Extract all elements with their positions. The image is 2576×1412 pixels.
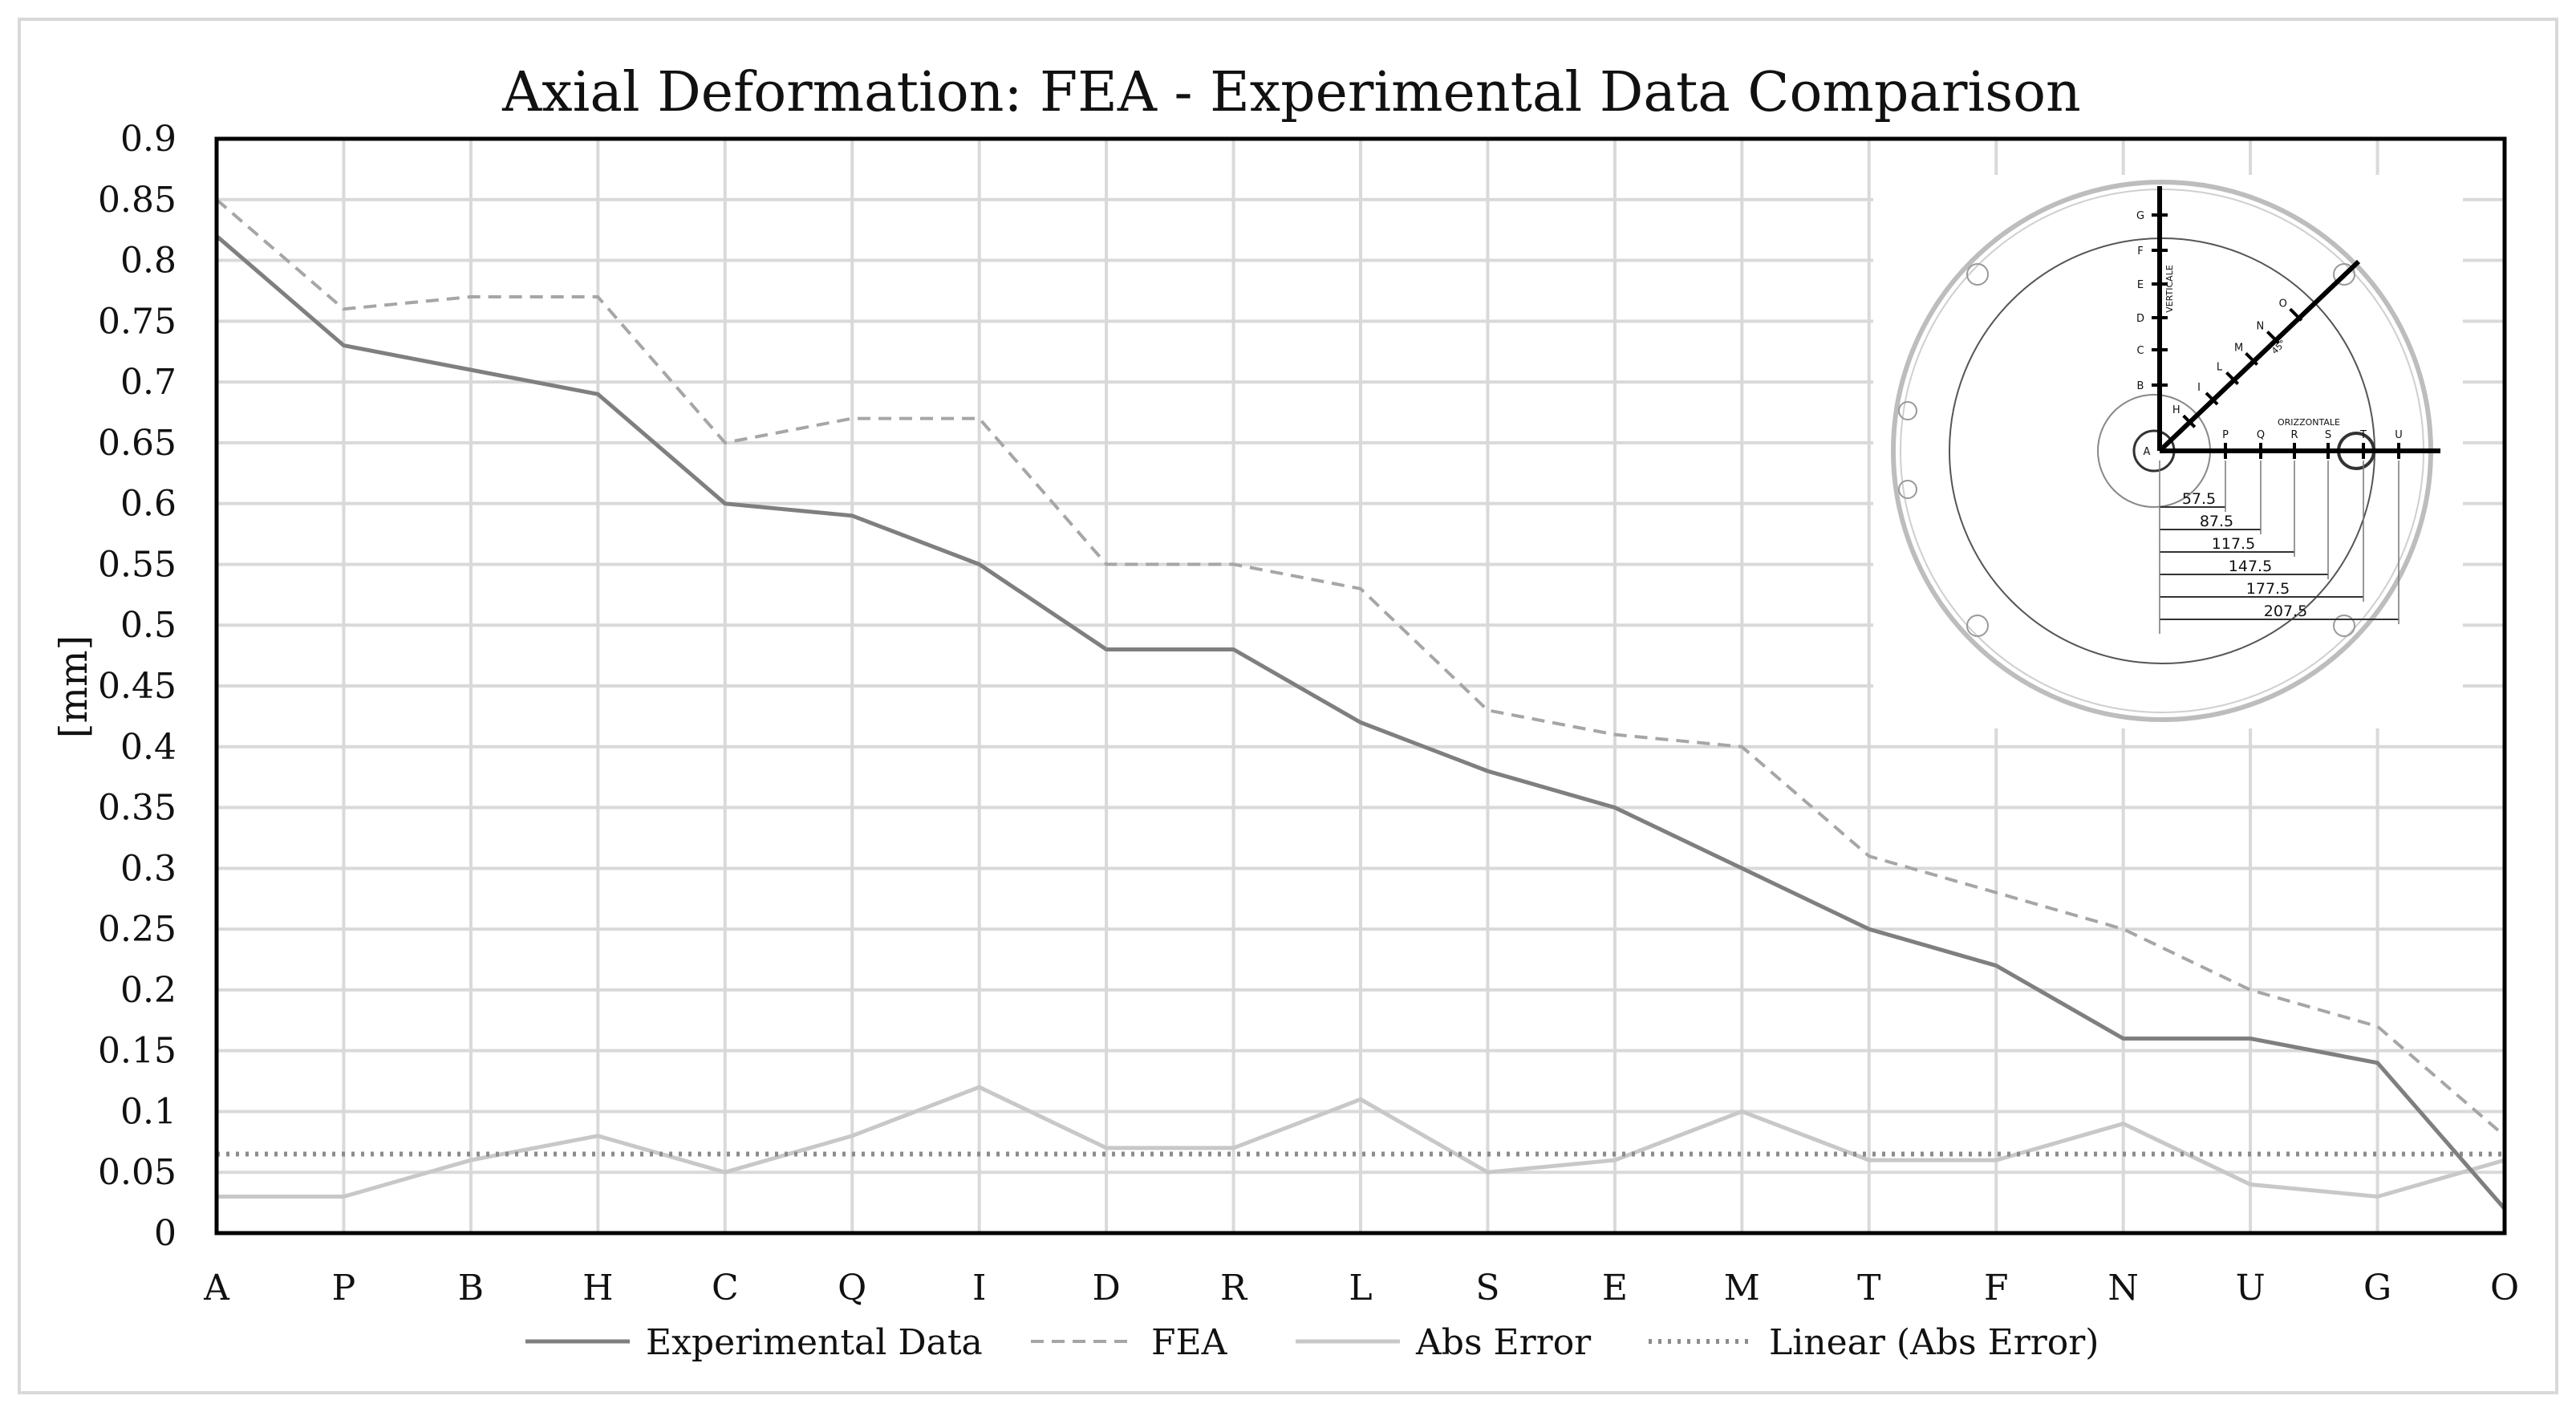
x-tick-label: Q — [838, 1268, 866, 1309]
y-tick-label: 0.1 — [120, 1091, 176, 1132]
legend: Experimental Data FEA Abs Error Linear (Abs… — [525, 1322, 2099, 1363]
chart-title: Axial Deformation: FEA - Experimental Da… — [501, 61, 2081, 124]
inset-point-label: M — [2234, 342, 2243, 354]
inset-point-label: D — [2136, 313, 2144, 325]
x-tick-label: M — [1724, 1268, 1760, 1309]
y-tick-label: 0.9 — [120, 119, 176, 160]
y-axis-label: [mm] — [51, 635, 96, 738]
inset-bolt-hole — [2333, 615, 2355, 637]
x-tick-label: F — [1984, 1268, 2009, 1309]
y-tick-label: 0.7 — [120, 362, 176, 403]
x-tick-label: D — [1092, 1268, 1120, 1309]
x-tick-label: C — [712, 1268, 739, 1309]
inset-tick — [2182, 414, 2197, 428]
inset-bolt-hole — [1898, 401, 1917, 420]
y-tick-label: 0.6 — [120, 484, 176, 525]
inset-tick — [2289, 307, 2303, 322]
inset-tick — [2225, 371, 2239, 385]
y-tick-label: 0.8 — [120, 241, 176, 282]
inset-point-label: H — [2172, 404, 2180, 416]
series-layer — [215, 198, 2506, 1211]
x-tick-label: P — [332, 1268, 356, 1309]
series-line-abs-error — [217, 1085, 2505, 1199]
inset-dimension-label: 207.5 — [2264, 603, 2307, 620]
inset-point-label: A — [2144, 446, 2151, 458]
chart-frame — [18, 18, 2558, 1394]
x-tick-label: H — [582, 1268, 613, 1309]
inset-tick — [2205, 392, 2219, 406]
inset-dimension-label: 147.5 — [2229, 558, 2272, 575]
y-tick-label: 0.45 — [98, 666, 176, 707]
x-tick-label: T — [1857, 1268, 1880, 1309]
inset-point-label: I — [2197, 382, 2201, 394]
inset-point-label: S — [2325, 429, 2331, 441]
inset-point-label: O — [2279, 298, 2287, 310]
y-tick-label: 0.55 — [98, 544, 176, 585]
y-tick-label: 0.15 — [98, 1031, 176, 1072]
inset-point-label: F — [2137, 245, 2143, 258]
inset-vertical-label: VERTICALE — [2164, 265, 2175, 313]
inset-point-label: P — [2222, 429, 2229, 441]
inset-bolt-hole — [2333, 263, 2355, 286]
y-tick-label: 0.65 — [98, 423, 176, 464]
y-tick-label: 0.3 — [120, 848, 176, 889]
inset-dimension-label: 57.5 — [2182, 490, 2216, 508]
y-tick-label: 0.25 — [98, 909, 176, 950]
inset-bolt-hole — [1966, 615, 1989, 637]
inset-tick — [2266, 331, 2280, 345]
legend-label-fea: FEA — [1151, 1322, 1228, 1363]
plot-area — [214, 136, 2507, 1236]
y-tick-label: 0.05 — [98, 1152, 176, 1193]
inset-dimension-label: 177.5 — [2246, 580, 2290, 598]
y-tick-label: 0.4 — [120, 727, 176, 768]
y-tick-label: 0.85 — [98, 180, 176, 221]
x-tick-label: U — [2236, 1268, 2266, 1309]
inset-point-label: Q — [2257, 429, 2265, 441]
inset-tick-marks — [2152, 213, 2400, 459]
x-tick-label: O — [2490, 1268, 2519, 1309]
x-tick-label: B — [458, 1268, 484, 1309]
inset-point-label: L — [2217, 361, 2223, 373]
series-line-fea — [215, 198, 2506, 1138]
y-tick-label: 0.5 — [120, 605, 176, 646]
inset-dimensions: 57.5 87.5 117.5 147.5 177.5 207.5 — [2159, 461, 2400, 634]
inset-dimension-label: 87.5 — [2200, 513, 2233, 530]
x-tick-label: A — [203, 1268, 230, 1309]
inset-point-label: E — [2137, 279, 2144, 291]
legend-label-experimental-data: Experimental Data — [646, 1322, 983, 1363]
y-axis-ticks: 0 0.05 0.1 0.15 0.2 0.25 0.3 0.35 0.4 0.45 0.5 0.55… — [98, 119, 176, 1254]
inset-point-label: T — [2359, 429, 2367, 441]
inset-point-label: N — [2257, 321, 2265, 333]
y-tick-label: 0.35 — [98, 788, 176, 829]
inset-diagonal-axis — [2157, 259, 2361, 453]
x-tick-label: L — [1349, 1268, 1372, 1309]
inset-dimension-label: 117.5 — [2212, 535, 2255, 553]
inset-horizontal-label: ORIZZONTALE — [2278, 417, 2340, 428]
x-tick-label: S — [1475, 1268, 1499, 1309]
x-tick-label: R — [1220, 1268, 1248, 1309]
inset-point-label: U — [2395, 429, 2403, 441]
inset-bolt-hole — [1966, 263, 1989, 286]
inset-point-label: R — [2290, 429, 2298, 441]
x-tick-label: G — [2363, 1268, 2391, 1309]
legend-label-abs-error: Abs Error — [1415, 1322, 1592, 1363]
y-tick-label: 0.75 — [98, 301, 176, 342]
series-line-experimental-data — [215, 234, 2506, 1211]
x-tick-label: N — [2107, 1268, 2139, 1309]
y-tick-label: 0 — [154, 1213, 176, 1254]
inset-point-labels: A B C D E F G P Q R S T U H I LM N O — [2136, 210, 2403, 458]
inset-point-label: B — [2137, 380, 2144, 392]
legend-label-linear-abs-error: Linear (Abs Error) — [1769, 1322, 2099, 1363]
inset-point-label: C — [2136, 345, 2144, 357]
x-tick-label: I — [972, 1268, 986, 1309]
y-tick-label: 0.2 — [120, 970, 176, 1011]
inset-point-label: G — [2136, 210, 2144, 222]
inset-bolt-hole — [1898, 480, 1917, 499]
inset-tick — [2245, 351, 2259, 366]
x-tick-label: E — [1602, 1268, 1628, 1309]
